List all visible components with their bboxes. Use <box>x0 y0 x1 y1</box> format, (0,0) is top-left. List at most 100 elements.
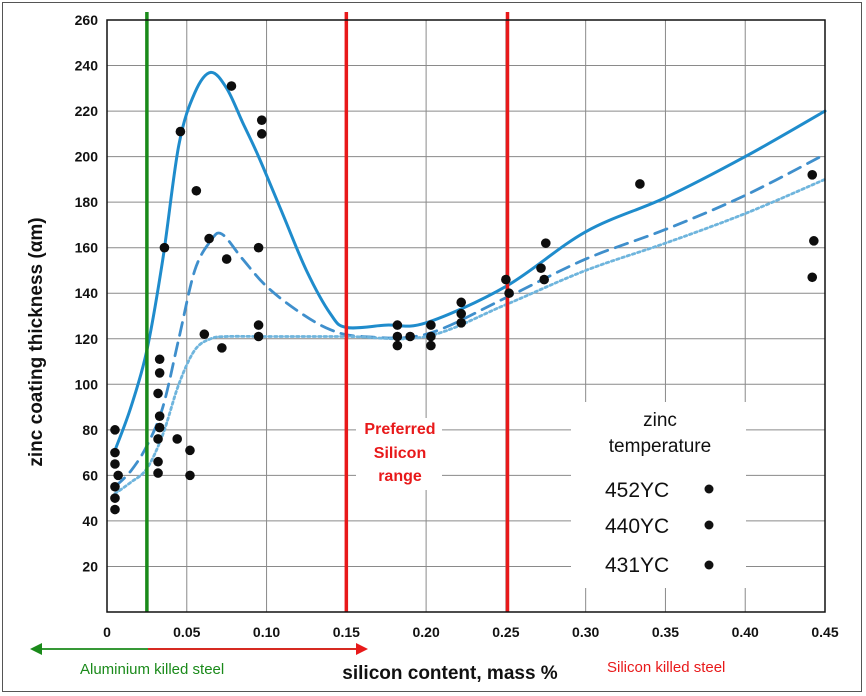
data-point <box>175 126 186 137</box>
legend-item-440: 440ΥC <box>605 515 669 538</box>
data-point <box>154 354 165 365</box>
y-tick-labels: 20 40 60 80 100 120 140 160 180 200 220 240 260 <box>75 12 99 574</box>
data-point <box>256 129 267 139</box>
data-point <box>159 242 170 253</box>
data-point <box>392 340 403 351</box>
x-tick-label: 0.45 <box>811 624 838 640</box>
left-arrowhead <box>30 643 42 655</box>
data-point <box>172 434 183 444</box>
vertical-lines <box>145 12 510 612</box>
data-point <box>226 81 237 91</box>
data-point <box>253 331 264 342</box>
y-tick-label: 120 <box>75 331 99 347</box>
x-tick-label: 0.40 <box>732 624 759 640</box>
legend-item-452: 452ΥC <box>605 479 669 502</box>
x-tick-label: 0 <box>103 624 111 640</box>
plot-area <box>106 19 826 613</box>
data-point <box>154 368 165 378</box>
x-axis-title: silicon content, mass % <box>342 663 557 684</box>
data-point <box>110 425 120 435</box>
y-tick-label: 20 <box>82 558 98 574</box>
series-line-dashed <box>113 152 827 489</box>
data-point <box>204 233 214 244</box>
data-point <box>456 297 467 308</box>
x-tick-label: 0.20 <box>412 624 439 640</box>
legend: zinc temperature 452ΥC 440ΥC 431ΥC <box>571 402 746 588</box>
data-point <box>426 320 436 330</box>
x-tick-label: 0.35 <box>652 624 679 640</box>
legend-marker-452 <box>704 484 714 494</box>
x-tick-label: 0.30 <box>572 624 599 640</box>
data-point <box>110 504 120 515</box>
y-tick-label: 240 <box>75 58 99 74</box>
region-arrow <box>30 643 368 655</box>
region-label-aluminium: Aluminium killed steel <box>80 661 224 678</box>
y-tick-label: 140 <box>75 285 99 301</box>
y-tick-label: 220 <box>75 103 99 119</box>
data-point <box>153 434 163 444</box>
x-tick-labels: 0 0.05 0.10 0.15 0.20 0.25 0.30 0.35 0.40 0.45 <box>103 624 839 640</box>
data-point <box>504 288 514 299</box>
data-point <box>456 318 467 328</box>
right-arrowhead <box>356 643 368 655</box>
series-line-solid <box>113 70 827 452</box>
data-point <box>153 468 163 478</box>
legend-title-1: zinc <box>643 410 677 431</box>
data-point <box>540 238 551 248</box>
y-tick-label: 200 <box>75 149 99 165</box>
y-axis-title: zinc coating thickness (αm) <box>26 217 47 466</box>
data-point <box>110 481 120 492</box>
y-tick-label: 40 <box>82 513 98 529</box>
x-tick-label: 0.15 <box>333 624 360 640</box>
data-point <box>199 329 210 340</box>
y-tick-label: 100 <box>75 376 99 392</box>
data-point <box>807 170 818 180</box>
x-tick-label: 0.10 <box>253 624 280 640</box>
data-point <box>809 236 819 246</box>
legend-title-2: temperature <box>609 436 711 457</box>
data-point <box>221 254 232 264</box>
y-tick-label: 260 <box>75 12 99 28</box>
region-label-silicon: Silicon killed steel <box>607 659 725 676</box>
data-point <box>185 470 195 481</box>
data-point <box>392 331 403 342</box>
y-tick-label: 160 <box>75 240 99 256</box>
data-point <box>110 493 120 503</box>
data-point <box>253 242 264 253</box>
annotation-preferred-range: Preferred Silicon range <box>356 418 442 490</box>
legend-marker-440 <box>704 520 714 530</box>
x-tick-label: 0.05 <box>173 624 200 640</box>
annotation-line-2: Silicon <box>374 445 426 462</box>
series-line-dotted <box>113 177 827 495</box>
data-point <box>153 456 163 467</box>
x-tick-label: 0.25 <box>492 624 519 640</box>
legend-item-431: 431ΥC <box>605 554 669 577</box>
y-tick-label: 180 <box>75 194 99 210</box>
data-point <box>154 411 165 421</box>
data-point <box>539 274 549 285</box>
data-point <box>426 331 436 342</box>
data-point <box>635 179 645 189</box>
data-point <box>110 447 120 458</box>
y-tick-label: 60 <box>82 467 98 483</box>
data-point <box>217 343 227 353</box>
data-point <box>191 185 202 196</box>
y-tick-label: 80 <box>82 422 98 438</box>
data-point <box>536 263 546 273</box>
legend-marker-431 <box>704 560 714 570</box>
data-point <box>456 308 467 319</box>
annotation-line-3: range <box>378 468 422 485</box>
data-point <box>185 445 195 456</box>
data-points <box>110 81 819 515</box>
data-point <box>154 422 165 433</box>
curves <box>113 70 827 495</box>
data-point <box>253 320 264 330</box>
data-point <box>392 320 403 330</box>
data-point <box>256 115 267 125</box>
data-point <box>153 388 163 399</box>
data-point <box>113 470 123 481</box>
data-point <box>807 272 818 283</box>
data-point <box>426 340 436 351</box>
